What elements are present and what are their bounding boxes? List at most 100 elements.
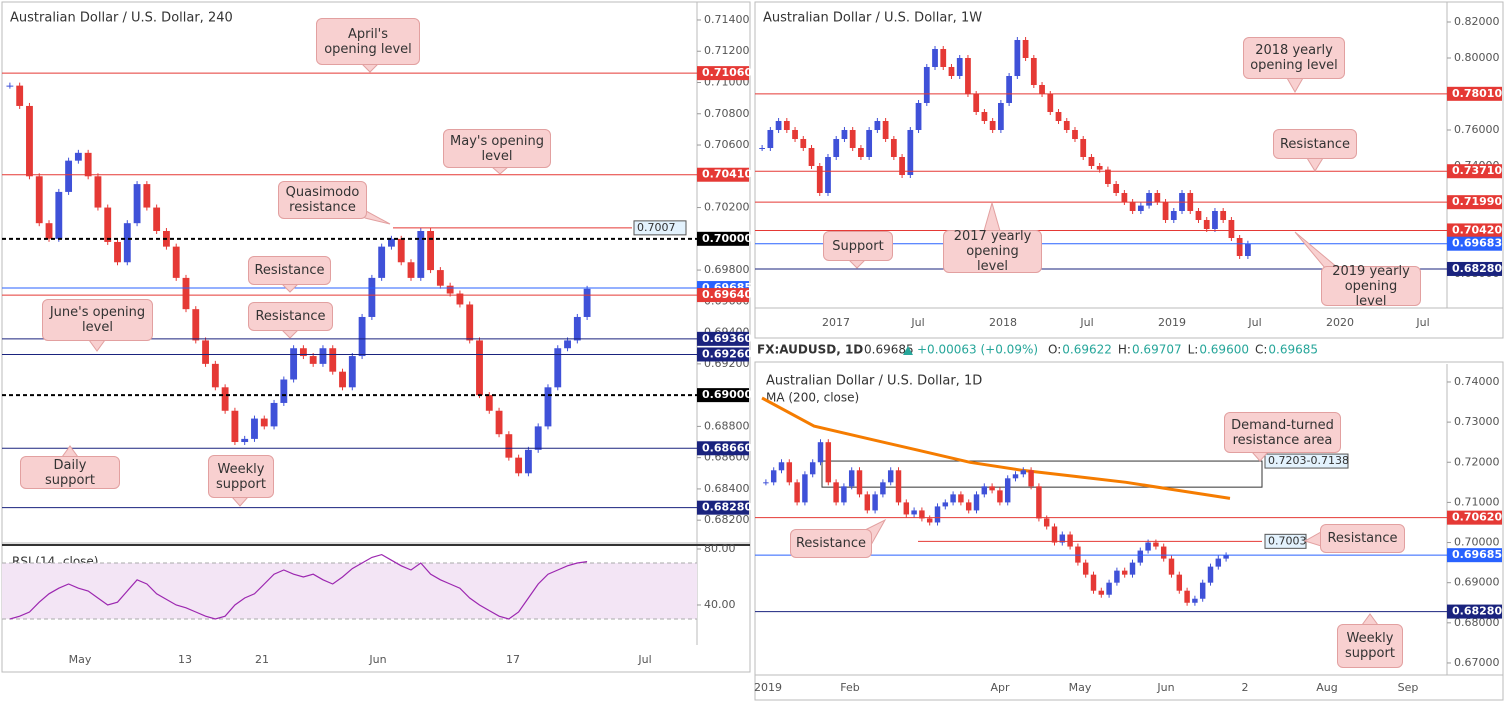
candle [55,191,63,239]
candle [866,129,873,157]
candle [948,66,955,76]
candle [1036,486,1042,519]
y-tick-label: 0.72000 [1454,455,1500,468]
candle [94,176,102,208]
price-badge [1447,604,1502,619]
price-badge-label: 0.68280 [1452,262,1502,275]
x-tick-label: Jul [637,653,651,666]
candle [1014,39,1021,76]
y-tick-label: 80.00 [704,542,736,555]
candle [1160,546,1167,559]
candle [833,138,840,157]
candle [1098,590,1105,595]
y-tick-label: 0.68200 [704,513,750,526]
x-tick-label: 13 [178,653,192,666]
candle [1121,192,1128,202]
price-badge [697,331,749,346]
y-tick-label: 0.80000 [1454,51,1500,64]
candle [1129,562,1136,575]
candle [858,147,864,157]
y-tick-label: 0.70200 [704,201,750,214]
ohlc-value: 0.69622 [1062,343,1112,357]
candle [368,277,376,317]
price-badge [1447,236,1502,251]
candle [1082,562,1089,575]
candle [973,494,980,511]
candle [816,165,823,193]
annotation: 2018 yearly opening level [1243,37,1345,79]
price: 0.69685 [864,343,914,357]
annotation: Weekly support [1337,624,1403,668]
candle [427,230,434,271]
candle [770,470,777,483]
candle [1170,210,1177,220]
candle [182,277,190,310]
price-badge [1447,548,1502,563]
candle [388,238,395,247]
candle [1154,192,1161,202]
candle [940,48,947,67]
candle [981,111,988,121]
candle [1039,84,1045,94]
candle [74,152,82,161]
candle [923,66,930,103]
candle [1223,555,1229,559]
candle [989,486,995,491]
candle [792,129,798,139]
candle [1063,120,1070,130]
candle [309,356,317,364]
symbol: FX:AUDUSD, 1D [757,343,863,357]
candle [903,502,910,515]
candle [211,363,219,388]
price-badge-label: 0.68280 [702,501,752,514]
candle [544,387,552,427]
candle [958,494,964,503]
panel-frame [1,1,751,673]
price-badge-label: 0.73710 [1452,164,1502,177]
candle [1072,129,1078,139]
candle [1168,558,1175,575]
candle [573,316,581,341]
candle [515,457,523,474]
panel-frame [754,361,1504,701]
y-tick-label: 0.68000 [1454,616,1500,629]
ohlc-value: 0.69685 [1268,343,1318,357]
price-badge [1447,195,1502,210]
candle [417,230,425,278]
candle [1090,574,1097,591]
candle [299,348,307,357]
candle [329,348,337,372]
zone-label-box [1264,453,1349,469]
annotation: Resistance [248,302,333,331]
candle [1199,582,1206,599]
candle [221,387,229,411]
price-badge-label: 0.69640 [702,288,752,301]
candle [143,184,151,208]
candle [934,506,941,523]
candle [524,449,532,474]
y-tick-label: 0.68800 [704,419,750,432]
y-tick-label: 0.82000 [1454,15,1500,28]
candle [880,482,886,495]
annotation: May's opening level [443,129,551,168]
y-tick-label: 0.70000 [1454,536,1500,549]
candle [872,494,878,511]
candle [466,304,474,341]
candle [848,470,855,487]
candle [251,418,258,439]
candle [932,48,938,67]
price-badge [1447,510,1502,525]
annotation: Resistance [790,529,872,558]
price-badge [697,500,749,515]
candle [1051,526,1058,543]
candle [1220,210,1227,220]
candle [926,518,933,523]
price-badge [697,288,749,303]
y-tick-label: 0.69000 [1454,576,1500,589]
candle [133,184,141,224]
price-badge-label: 0.71990 [1452,195,1502,208]
candle [231,410,239,443]
annotation: Resistance [1320,524,1405,553]
candle [890,138,897,157]
candle [1080,138,1087,157]
